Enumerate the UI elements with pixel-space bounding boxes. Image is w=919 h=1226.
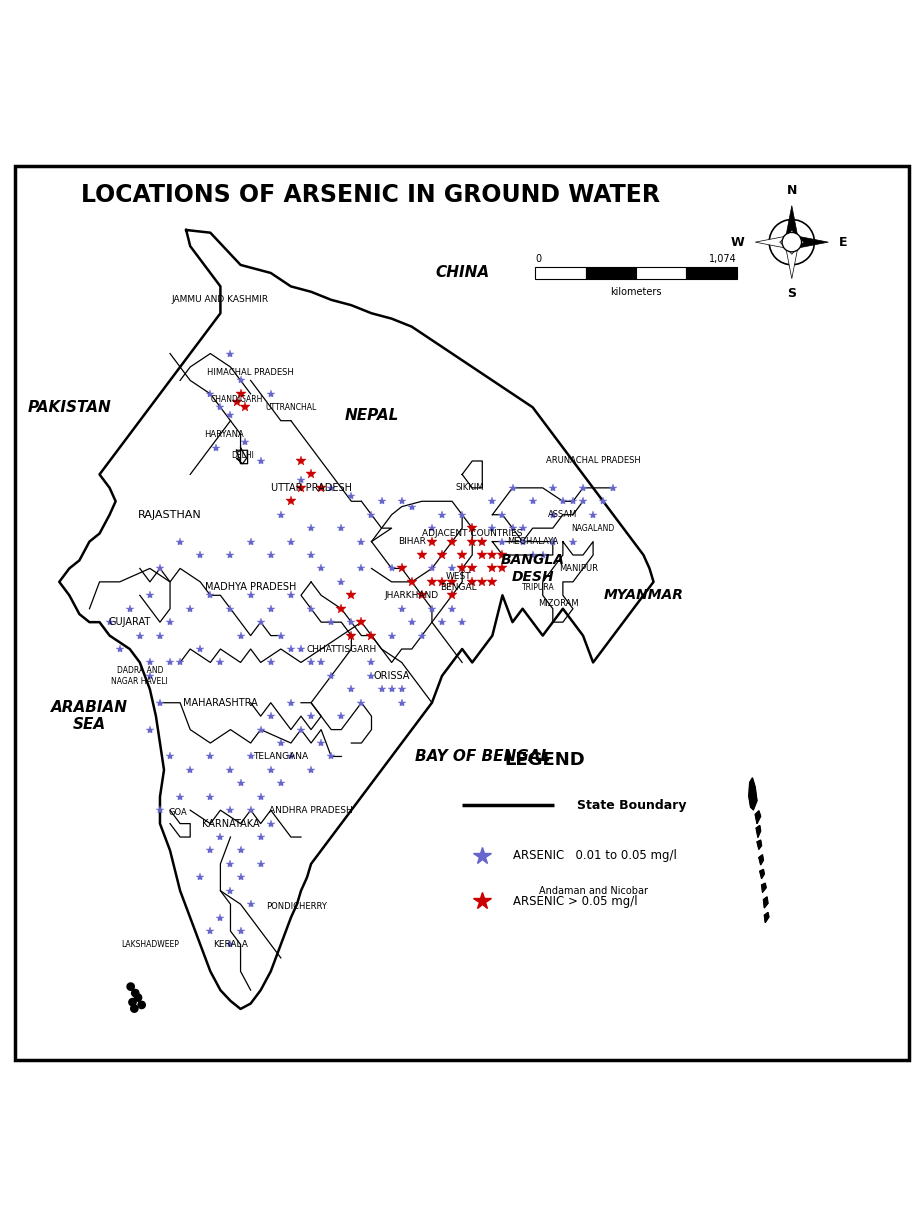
Polygon shape: [761, 883, 766, 893]
Bar: [535, 267, 585, 278]
Circle shape: [127, 983, 134, 991]
Polygon shape: [755, 825, 760, 837]
Text: KARNATAKA: KARNATAKA: [201, 819, 259, 829]
Text: GOA: GOA: [168, 808, 187, 818]
Text: 1,074: 1,074: [709, 254, 736, 264]
Polygon shape: [763, 897, 767, 908]
Polygon shape: [754, 810, 760, 824]
Text: MADHYA PRADESH: MADHYA PRADESH: [205, 582, 296, 592]
Polygon shape: [764, 912, 768, 922]
Text: MANIPUR: MANIPUR: [559, 564, 598, 573]
Text: TRIPURA: TRIPURA: [522, 582, 554, 592]
Text: JHARKHAND: JHARKHAND: [384, 591, 438, 600]
Text: ORISSA: ORISSA: [373, 671, 409, 680]
Text: W: W: [731, 235, 744, 249]
Polygon shape: [748, 777, 756, 810]
Text: LOCATIONS OF ARSENIC IN GROUND WATER: LOCATIONS OF ARSENIC IN GROUND WATER: [81, 183, 659, 206]
Text: BAY OF BENGAL: BAY OF BENGAL: [414, 749, 550, 764]
Text: PAKISTAN: PAKISTAN: [28, 400, 111, 414]
Text: CHHATTISGARH: CHHATTISGARH: [306, 645, 376, 653]
Text: ARSENIC   0.01 to 0.05 mg/l: ARSENIC 0.01 to 0.05 mg/l: [512, 850, 675, 862]
Text: JAMMU AND KASHMIR: JAMMU AND KASHMIR: [172, 295, 268, 304]
Bar: [635, 267, 686, 278]
Text: E: E: [838, 235, 846, 249]
Text: ARABIAN
SEA: ARABIAN SEA: [51, 700, 128, 732]
Text: ANDHRA PRADESH: ANDHRA PRADESH: [269, 805, 353, 815]
Text: KERALA: KERALA: [213, 940, 247, 949]
Polygon shape: [59, 230, 652, 1009]
Text: LEGEND: LEGEND: [504, 750, 584, 769]
Circle shape: [131, 989, 139, 997]
Text: UTTAR PRADESH: UTTAR PRADESH: [270, 483, 351, 493]
Bar: [686, 267, 736, 278]
Text: BIHAR: BIHAR: [397, 537, 425, 546]
Circle shape: [129, 998, 136, 1005]
Polygon shape: [785, 246, 797, 278]
Text: State Boundary: State Boundary: [576, 799, 686, 812]
Text: Andaman and Nicobar: Andaman and Nicobar: [538, 885, 647, 896]
Text: ASSAM: ASSAM: [548, 510, 577, 520]
Text: UTTRANCHAL: UTTRANCHAL: [265, 403, 316, 412]
Text: CHANDIGARH: CHANDIGARH: [210, 395, 263, 403]
Text: MIZORAM: MIZORAM: [538, 598, 579, 608]
Text: HARYANA: HARYANA: [204, 429, 244, 439]
Text: DELHI: DELHI: [231, 451, 254, 460]
Text: ARSENIC > 0.05 mg/l: ARSENIC > 0.05 mg/l: [512, 895, 637, 908]
Polygon shape: [754, 235, 787, 249]
Text: MYANMAR: MYANMAR: [603, 588, 683, 602]
Circle shape: [138, 1002, 145, 1009]
Text: HIMACHAL PRADESH: HIMACHAL PRADESH: [207, 368, 294, 376]
Text: MEGHALAYA: MEGHALAYA: [506, 537, 558, 546]
Polygon shape: [795, 235, 827, 249]
Text: TELANGANA: TELANGANA: [253, 752, 308, 761]
Text: SIKKIM: SIKKIM: [456, 483, 484, 493]
Polygon shape: [758, 855, 763, 864]
Text: LAKSHADWEEP: LAKSHADWEEP: [120, 940, 178, 949]
Text: kilometers: kilometers: [609, 287, 661, 297]
Text: WEST
BENGAL: WEST BENGAL: [439, 573, 476, 592]
Polygon shape: [756, 840, 761, 850]
Circle shape: [130, 1005, 138, 1013]
Text: N: N: [786, 184, 796, 197]
Text: BANGLA
DESH: BANGLA DESH: [500, 553, 564, 584]
Circle shape: [781, 233, 800, 251]
Text: NEPAL: NEPAL: [344, 408, 398, 423]
Text: NAGALAND: NAGALAND: [571, 524, 614, 532]
Text: RAJASTHAN: RAJASTHAN: [138, 510, 201, 520]
Bar: [585, 267, 635, 278]
Text: MAHARASHTRA: MAHARASHTRA: [183, 698, 257, 707]
Polygon shape: [759, 869, 764, 879]
Circle shape: [134, 994, 142, 1002]
Text: PONDICHERRY: PONDICHERRY: [267, 902, 327, 911]
Text: 0: 0: [535, 254, 541, 264]
Text: DADRA AND
NAGAR HAVELI: DADRA AND NAGAR HAVELI: [111, 666, 168, 685]
Text: ADJACENT COUNTRIES: ADJACENT COUNTRIES: [422, 528, 522, 538]
Text: GUJARAT: GUJARAT: [108, 617, 151, 628]
Text: CHINA: CHINA: [435, 266, 489, 281]
Polygon shape: [785, 206, 797, 238]
Text: S: S: [787, 287, 796, 300]
Text: ARUNACHAL PRADESH: ARUNACHAL PRADESH: [545, 456, 640, 466]
